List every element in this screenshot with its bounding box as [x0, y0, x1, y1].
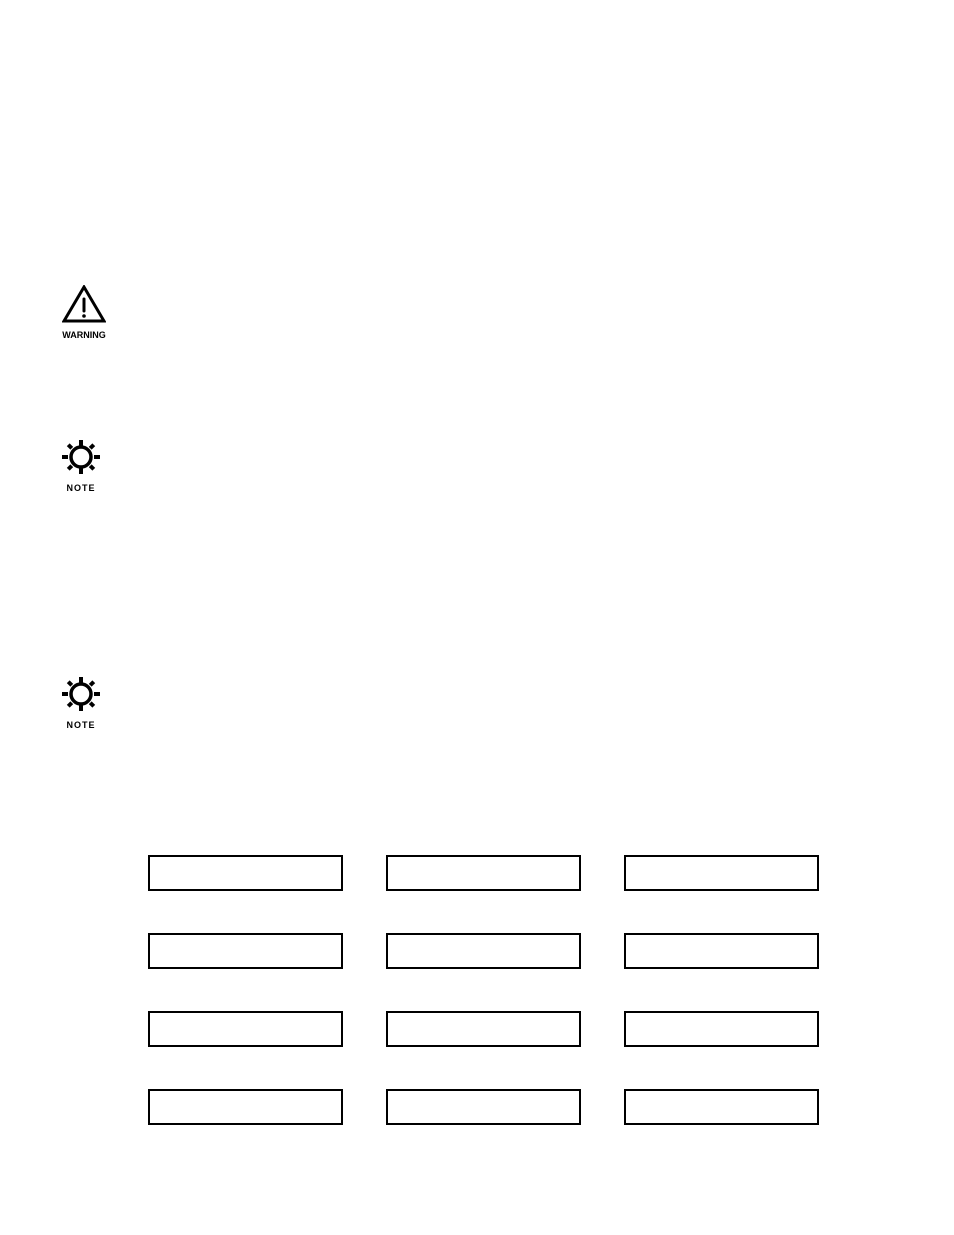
gear-icon — [60, 438, 102, 476]
gear-icon — [60, 675, 102, 713]
grid-box — [624, 1089, 819, 1125]
warning-icon: WARNING — [62, 285, 106, 339]
grid-box — [386, 933, 581, 969]
grid-box — [624, 933, 819, 969]
grid-box — [386, 1089, 581, 1125]
note-label: NOTE — [60, 720, 102, 730]
note-label: NOTE — [60, 483, 102, 493]
grid-box — [386, 1011, 581, 1047]
grid-box — [148, 933, 343, 969]
grid-box — [148, 855, 343, 891]
warning-label: WARNING — [62, 330, 106, 340]
warning-triangle-icon — [62, 285, 106, 323]
grid-box — [624, 1011, 819, 1047]
grid-box — [148, 1089, 343, 1125]
grid-box — [624, 855, 819, 891]
note-icon-2: NOTE — [60, 675, 102, 723]
boxes-grid — [148, 855, 819, 1125]
note-icon-1: NOTE — [60, 438, 102, 486]
grid-box — [148, 1011, 343, 1047]
grid-box — [386, 855, 581, 891]
